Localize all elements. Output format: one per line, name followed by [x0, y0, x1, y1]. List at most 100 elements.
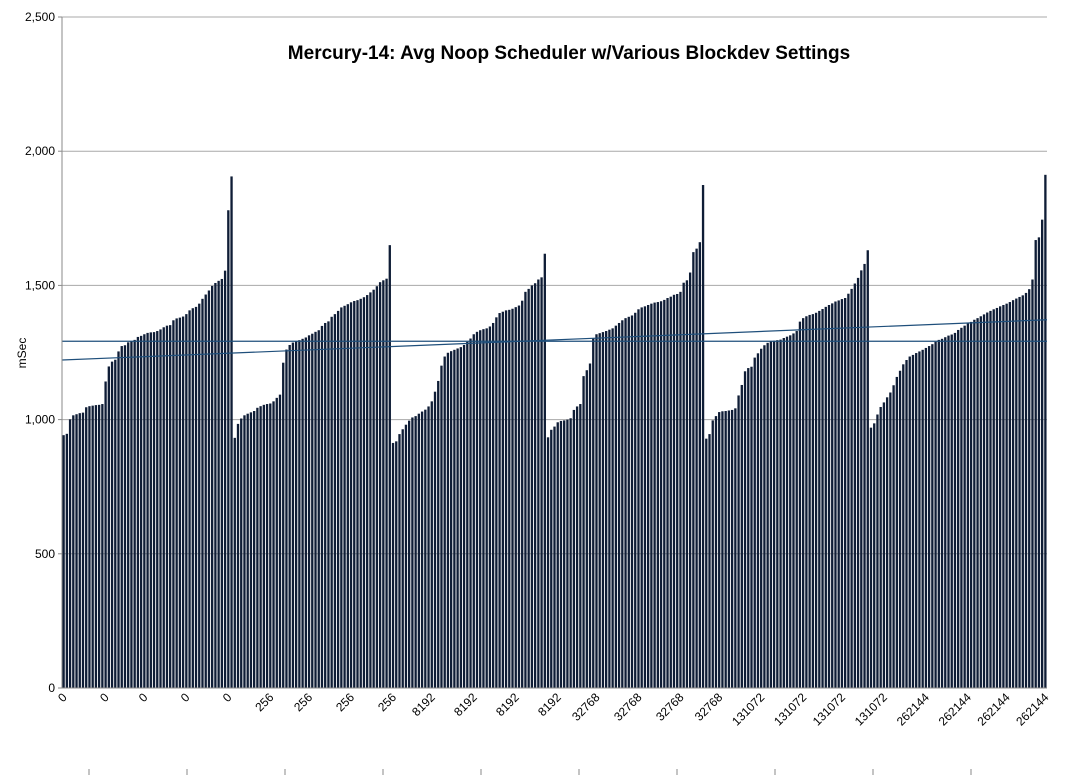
x-tick-label: 262144 — [894, 690, 932, 728]
x-tick-label: 256 — [291, 690, 315, 714]
bar — [811, 314, 815, 688]
bar — [446, 352, 450, 688]
bar — [198, 303, 201, 688]
x-tick-label: 256 — [252, 690, 276, 714]
bar — [598, 333, 601, 688]
bar — [94, 405, 98, 688]
bar — [795, 331, 798, 688]
bar — [424, 409, 427, 688]
bar — [637, 309, 640, 688]
bar — [511, 308, 514, 688]
x-tick-label: 8192 — [451, 690, 480, 719]
bar — [808, 314, 811, 688]
x-tick-label: 131072 — [852, 690, 890, 728]
bar — [401, 429, 404, 688]
bar — [104, 381, 107, 688]
bar — [873, 423, 876, 688]
bar — [330, 316, 333, 688]
bar — [634, 312, 637, 688]
bar — [201, 298, 204, 688]
bar — [311, 333, 314, 688]
bar — [782, 338, 785, 688]
bar — [950, 334, 953, 688]
bar — [97, 404, 101, 688]
bar — [682, 282, 685, 688]
x-tick-label: 256 — [333, 690, 357, 714]
bar — [540, 277, 543, 688]
bar — [892, 385, 895, 688]
bar — [65, 433, 69, 688]
bar — [898, 370, 902, 688]
bar — [249, 412, 253, 688]
bar — [1015, 298, 1018, 688]
bar — [885, 397, 889, 688]
bar — [498, 313, 501, 688]
bar — [285, 349, 288, 688]
bar — [605, 331, 608, 688]
x-tick-label: 0 — [97, 690, 112, 705]
bar — [178, 317, 182, 688]
bar — [1024, 292, 1028, 688]
bar — [533, 283, 537, 688]
y-tick-label: 500 — [35, 547, 55, 561]
bar — [1021, 295, 1024, 688]
bar — [207, 290, 211, 688]
bar — [588, 363, 592, 688]
x-tick-label: 32768 — [569, 690, 603, 724]
bar — [172, 320, 175, 688]
bar — [514, 307, 517, 688]
bar — [663, 299, 666, 688]
bar — [688, 272, 692, 688]
bar — [579, 404, 582, 688]
bar — [314, 331, 317, 688]
x-tick-label: 8192 — [493, 690, 522, 719]
bar — [146, 332, 149, 688]
x-tick-label: 8192 — [535, 690, 564, 719]
bar — [388, 245, 391, 688]
bar — [763, 345, 766, 688]
bar — [259, 406, 262, 688]
bar — [240, 418, 243, 688]
bar — [133, 339, 136, 688]
bar — [404, 424, 408, 688]
bar — [165, 325, 169, 688]
bar — [821, 309, 824, 688]
bar — [692, 252, 695, 688]
bar — [395, 441, 398, 688]
bar — [256, 407, 259, 688]
bar — [734, 408, 737, 688]
bar — [275, 397, 278, 688]
y-tick-label: 0 — [48, 681, 55, 695]
bar — [766, 342, 769, 688]
bar — [802, 318, 805, 688]
bar — [921, 349, 924, 688]
bar — [227, 210, 230, 689]
x-tick-label: 0 — [136, 690, 151, 705]
bar — [556, 422, 559, 688]
bar — [466, 341, 469, 688]
bar — [937, 339, 940, 688]
bar — [262, 404, 266, 688]
bar — [698, 242, 701, 688]
bar — [843, 298, 847, 688]
bar — [356, 300, 359, 688]
bar — [291, 342, 295, 688]
bar — [708, 434, 711, 688]
x-tick-label: 32768 — [653, 690, 687, 724]
bar — [191, 308, 194, 688]
bar — [957, 329, 960, 688]
bar — [1005, 303, 1008, 688]
bar — [575, 406, 579, 688]
bar — [372, 289, 375, 688]
bar — [185, 314, 188, 688]
bar — [895, 376, 898, 688]
trend-line — [61, 319, 1048, 361]
x-tick-labels: 0 0 0 0 0 256 256 256 256 8192 8192 8192 8192 32768 32… — [55, 690, 1052, 728]
bar — [236, 423, 240, 688]
bar — [327, 321, 330, 688]
bar — [646, 304, 650, 688]
bar — [504, 310, 508, 688]
bar — [378, 282, 382, 688]
x-tick-label: 131072 — [729, 690, 767, 728]
bar — [391, 442, 395, 688]
